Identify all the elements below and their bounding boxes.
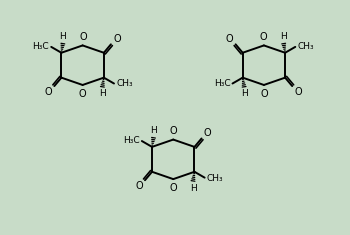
Text: H₃C: H₃C bbox=[214, 79, 230, 88]
Text: H: H bbox=[60, 32, 66, 41]
Text: CH₃: CH₃ bbox=[298, 42, 314, 51]
Text: O: O bbox=[170, 126, 177, 136]
Text: H: H bbox=[99, 89, 106, 98]
Text: CH₃: CH₃ bbox=[207, 173, 223, 183]
Text: O: O bbox=[294, 87, 302, 97]
Text: O: O bbox=[44, 87, 52, 97]
Text: O: O bbox=[226, 34, 233, 44]
Text: O: O bbox=[204, 128, 211, 138]
Text: H: H bbox=[280, 32, 287, 41]
Text: H₃C: H₃C bbox=[33, 42, 49, 51]
Text: CH₃: CH₃ bbox=[116, 79, 133, 88]
Text: H: H bbox=[190, 184, 196, 192]
Text: O: O bbox=[135, 181, 143, 191]
Text: H: H bbox=[241, 89, 247, 98]
Text: O: O bbox=[79, 32, 87, 42]
Text: H₃C: H₃C bbox=[123, 136, 140, 145]
Text: O: O bbox=[260, 89, 268, 99]
Text: H: H bbox=[150, 126, 157, 135]
Text: O: O bbox=[113, 34, 121, 44]
Text: O: O bbox=[260, 32, 267, 42]
Text: O: O bbox=[169, 183, 177, 193]
Text: O: O bbox=[78, 89, 86, 99]
